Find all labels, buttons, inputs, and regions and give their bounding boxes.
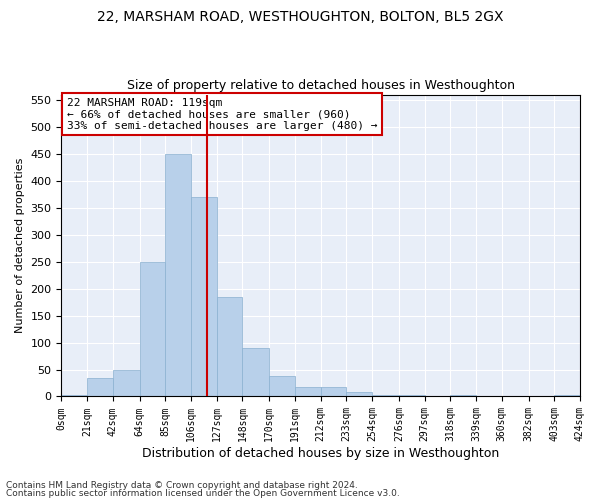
- Bar: [113, 370, 140, 396]
- Bar: [242, 348, 269, 397]
- Bar: [166, 154, 191, 396]
- Text: 22, MARSHAM ROAD, WESTHOUGHTON, BOLTON, BL5 2GX: 22, MARSHAM ROAD, WESTHOUGHTON, BOLTON, …: [97, 10, 503, 24]
- Bar: [346, 392, 372, 396]
- X-axis label: Distribution of detached houses by size in Westhoughton: Distribution of detached houses by size …: [142, 447, 499, 460]
- Text: 22 MARSHAM ROAD: 119sqm
← 66% of detached houses are smaller (960)
33% of semi-d: 22 MARSHAM ROAD: 119sqm ← 66% of detache…: [67, 98, 377, 131]
- Bar: [295, 387, 321, 396]
- Bar: [87, 378, 113, 396]
- Text: Contains public sector information licensed under the Open Government Licence v3: Contains public sector information licen…: [6, 488, 400, 498]
- Title: Size of property relative to detached houses in Westhoughton: Size of property relative to detached ho…: [127, 79, 515, 92]
- Bar: [321, 387, 346, 396]
- Bar: [217, 296, 242, 396]
- Text: Contains HM Land Registry data © Crown copyright and database right 2024.: Contains HM Land Registry data © Crown c…: [6, 481, 358, 490]
- Y-axis label: Number of detached properties: Number of detached properties: [15, 158, 25, 333]
- Bar: [269, 376, 295, 396]
- Bar: [191, 197, 217, 396]
- Bar: [140, 262, 166, 396]
